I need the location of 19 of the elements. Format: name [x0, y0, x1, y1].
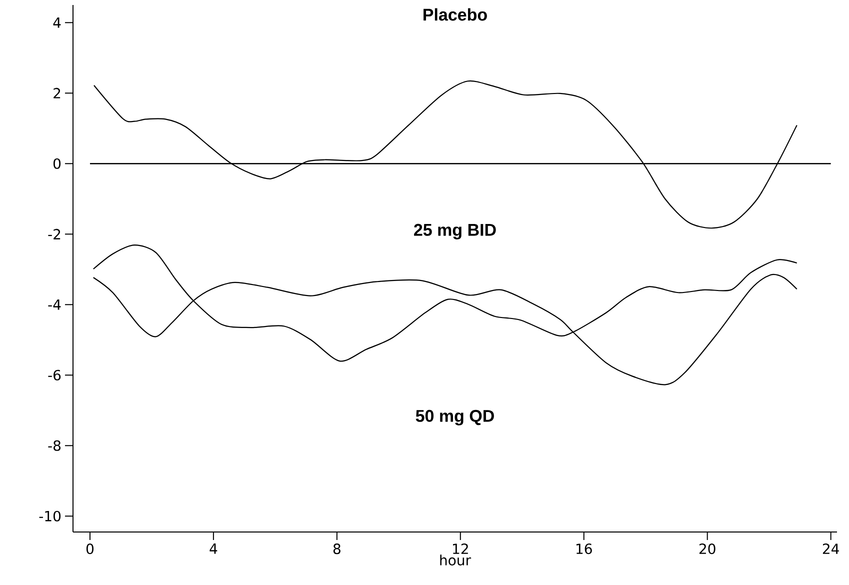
y-tick-label: 4	[53, 18, 61, 28]
x-tick-label: 8	[333, 544, 340, 554]
y-tick-label: -2	[48, 228, 60, 240]
y-tick-label: -10	[39, 510, 61, 522]
y-tick-label: -4	[48, 300, 61, 310]
x-tick-label: 24	[822, 544, 839, 554]
annotation: 50 mg QD	[416, 410, 494, 426]
y-tick-label: -8	[48, 440, 61, 451]
x-tick-label: 20	[699, 544, 716, 554]
x-tick-label: 12	[453, 544, 468, 554]
x-axis-title: hour	[440, 554, 472, 566]
x-tick-label: 0	[86, 544, 94, 554]
annotation: 25 mg BID	[414, 224, 496, 240]
y-tick-label: -6	[48, 370, 61, 380]
y-tick-label: 0	[53, 158, 61, 169]
x-tick-label: 16	[576, 544, 592, 554]
x-tick-label: 4	[210, 544, 218, 554]
y-tick-label: 2	[54, 88, 60, 98]
annotation: Placebo	[424, 8, 487, 21]
